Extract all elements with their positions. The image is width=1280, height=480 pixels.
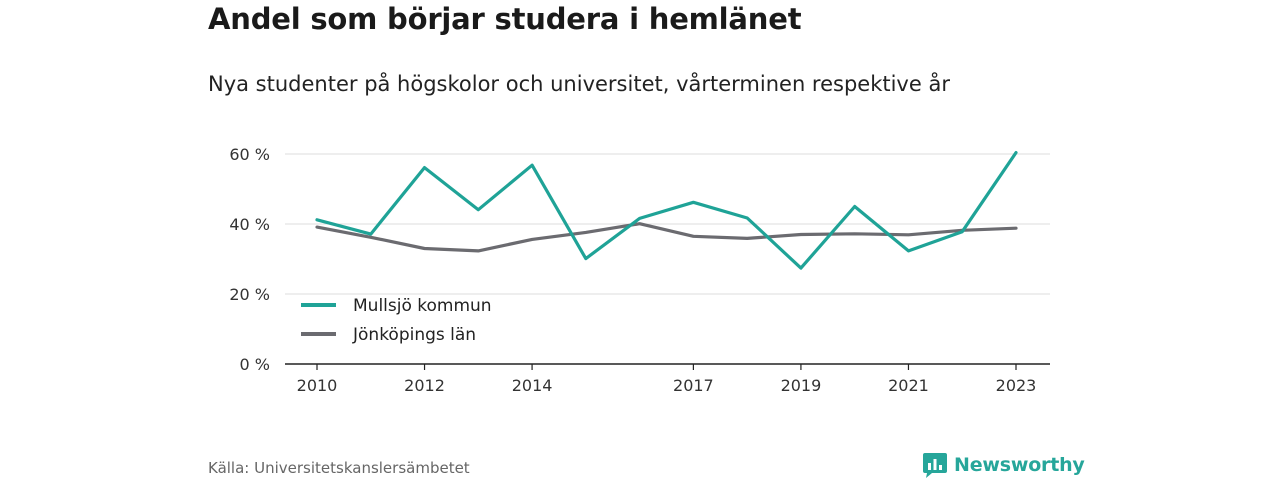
x-tick-label: 2019 [781, 376, 822, 395]
y-tick-label: 20 % [229, 285, 270, 304]
series-line-2 [315, 222, 1018, 253]
x-tick-label: 2014 [512, 376, 553, 395]
brand-logo: Newsworthy [922, 451, 1085, 479]
x-tick-label: 2021 [888, 376, 929, 395]
y-tick-label: 0 % [240, 355, 270, 374]
chart-title: Andel som börjar studera i hemlänet [208, 2, 802, 36]
legend-label: Mullsjö kommun [353, 296, 492, 316]
source-note: Källa: Universitetskanslersämbetet [208, 459, 470, 477]
series-lines [315, 151, 1018, 270]
bar-chart-speech-bubble-icon [923, 453, 947, 478]
x-tick-label: 2023 [996, 376, 1037, 395]
x-tick-label: 2012 [404, 376, 445, 395]
chart-subtitle: Nya studenter på högskolor och universit… [208, 72, 950, 96]
legend: Mullsjö kommun Jönköpings län [301, 296, 492, 345]
x-axis-ticks: 2010 2012 2014 2017 2019 2021 2023 [297, 364, 1037, 395]
y-axis-ticks: 0 % 20 % 40 % 60 % [229, 145, 270, 374]
brand-name: Newsworthy [954, 454, 1085, 476]
y-tick-label: 40 % [229, 215, 270, 234]
legend-label: Jönköpings län [352, 325, 476, 345]
y-tick-label: 60 % [229, 145, 270, 164]
x-tick-label: 2017 [673, 376, 714, 395]
series-line-1 [315, 151, 1018, 270]
grid-lines [285, 153, 1050, 365]
x-tick-label: 2010 [297, 376, 338, 395]
